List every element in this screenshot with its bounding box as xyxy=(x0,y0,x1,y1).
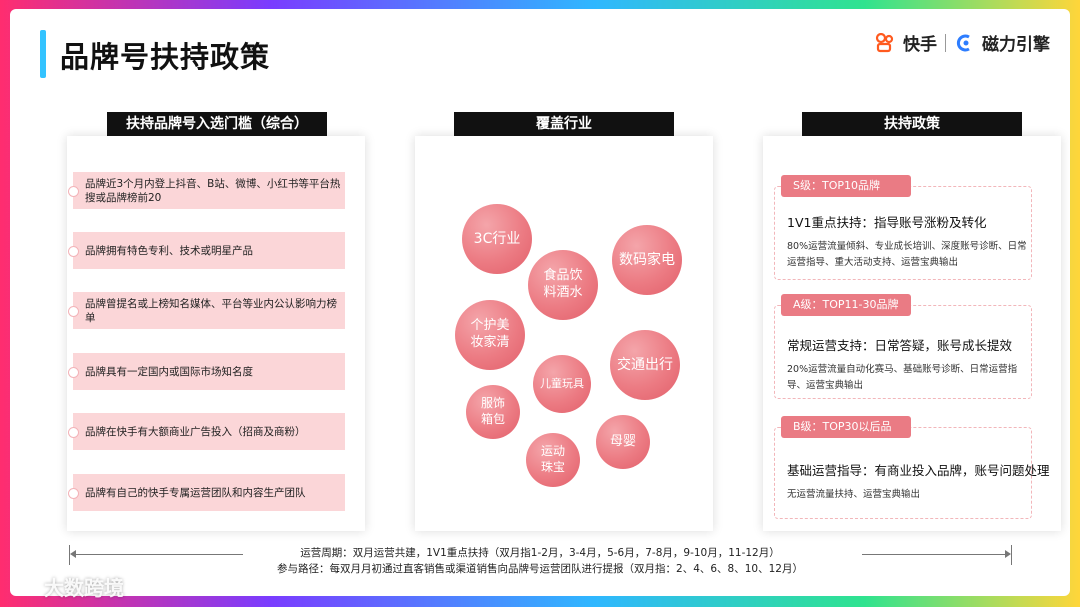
tier-title-b: 基础运营指导：有商业投入品牌，账号问题处理 xyxy=(787,463,1050,478)
requirement-item: 品牌近3个月内登上抖音、B站、微博、小红书等平台热搜或品牌榜前20 xyxy=(73,172,345,209)
watermark: 大数跨境 xyxy=(14,572,124,601)
arrow-right-icon xyxy=(1005,550,1011,558)
arrow-left-icon xyxy=(70,550,76,558)
tier-title-s: 1V1重点扶持：指导账号涨粉及转化 xyxy=(787,215,987,230)
tier-tag-s: S级：TOP10品牌 xyxy=(781,175,911,197)
industry-bubble: 3C行业 xyxy=(462,204,532,274)
requirement-item: 品牌拥有特色专利、技术或明星产品 xyxy=(73,232,345,269)
page-title: 品牌号扶持政策 xyxy=(60,40,271,74)
tier-desc-b: 无运营流量扶持、运营宝典输出 xyxy=(787,489,921,500)
industry-bubble: 服饰箱包 xyxy=(466,385,520,439)
requirement-item: 品牌有自己的快手专属运营团队和内容生产团队 xyxy=(73,474,345,511)
tier-desc-a: 20%运营流量自动化赛马、基础账号诊断、日常运营指导、运营宝典输出 xyxy=(787,364,1018,391)
industry-bubble: 个护美妆家清 xyxy=(455,300,525,370)
requirements-header: 扶持品牌号入选门槛（综合） xyxy=(107,112,327,136)
bullet-dot-icon xyxy=(68,186,79,197)
industry-bubble: 数码家电 xyxy=(612,225,682,295)
operation-cycle-text: 运营周期：双月运营共建，1V1重点扶持（双月指1-2月，3-4月，5-6月，7-… xyxy=(300,547,780,559)
tier-tag-a: A级：TOP11-30品牌 xyxy=(781,294,911,316)
requirement-item: 品牌曾提名或上榜知名媒体、平台等业内公认影响力榜单 xyxy=(73,292,345,329)
industry-bubble: 交通出行 xyxy=(610,330,680,400)
cili-logo-text: 磁力引擎 xyxy=(982,35,1050,55)
bullet-dot-icon xyxy=(68,367,79,378)
timeline-tick-left xyxy=(69,545,70,565)
watermark-logo-icon xyxy=(14,574,40,599)
tier-title-a: 常规运营支持：日常答疑，账号成长提效 xyxy=(787,338,1013,353)
kuaishou-logo-text: 快手 xyxy=(903,35,937,55)
bullet-dot-icon xyxy=(68,488,79,499)
industry-bubble: 食品饮料酒水 xyxy=(528,250,598,320)
industry-bubble: 母婴 xyxy=(596,415,650,469)
logo-divider xyxy=(945,33,946,52)
watermark-text: 大数跨境 xyxy=(44,576,124,600)
timeline-tick-right xyxy=(1011,545,1012,565)
industry-bubble: 儿童玩具 xyxy=(533,355,591,413)
requirement-item: 品牌在快手有大额商业广告投入（招商及商粉） xyxy=(73,413,345,450)
industry-bubble: 运动珠宝 xyxy=(526,433,580,487)
cili-logo-icon xyxy=(954,33,974,53)
participation-path-text: 参与路径：每双月月初通过直客销售或渠道销售向品牌号运营团队进行提报（双月指：2、… xyxy=(277,563,803,575)
timeline-line-left xyxy=(75,554,243,555)
brand-logos: 快手 磁力引擎 xyxy=(875,30,1050,55)
policy-header: 扶持政策 xyxy=(802,112,1022,136)
title-accent-bar xyxy=(40,30,46,78)
policy-card xyxy=(763,136,1061,531)
kuaishou-logo-icon xyxy=(875,32,895,53)
bullet-dot-icon xyxy=(68,306,79,317)
industries-header: 覆盖行业 xyxy=(454,112,674,136)
tier-desc-s: 80%运营流量倾斜、专业成长培训、深度账号诊断、日常运营指导、重大活动支持、运营… xyxy=(787,241,1027,268)
bullet-dot-icon xyxy=(68,246,79,257)
requirement-item: 品牌具有一定国内或国际市场知名度 xyxy=(73,353,345,390)
bullet-dot-icon xyxy=(68,427,79,438)
timeline-line-right xyxy=(862,554,1005,555)
tier-tag-b: B级：TOP30以后品牌 xyxy=(781,416,911,455)
